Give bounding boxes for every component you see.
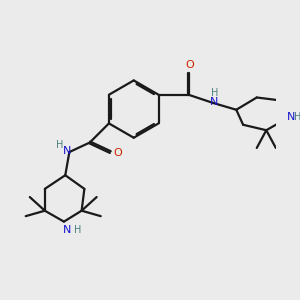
Text: O: O [113,148,122,158]
Text: H: H [74,225,81,235]
Text: H: H [211,88,218,98]
Text: H: H [294,112,300,122]
Text: O: O [185,60,194,70]
Text: N: N [210,97,219,106]
Text: N: N [62,225,71,235]
Text: H: H [56,140,64,150]
Text: N: N [62,146,71,156]
Text: N: N [287,112,295,122]
